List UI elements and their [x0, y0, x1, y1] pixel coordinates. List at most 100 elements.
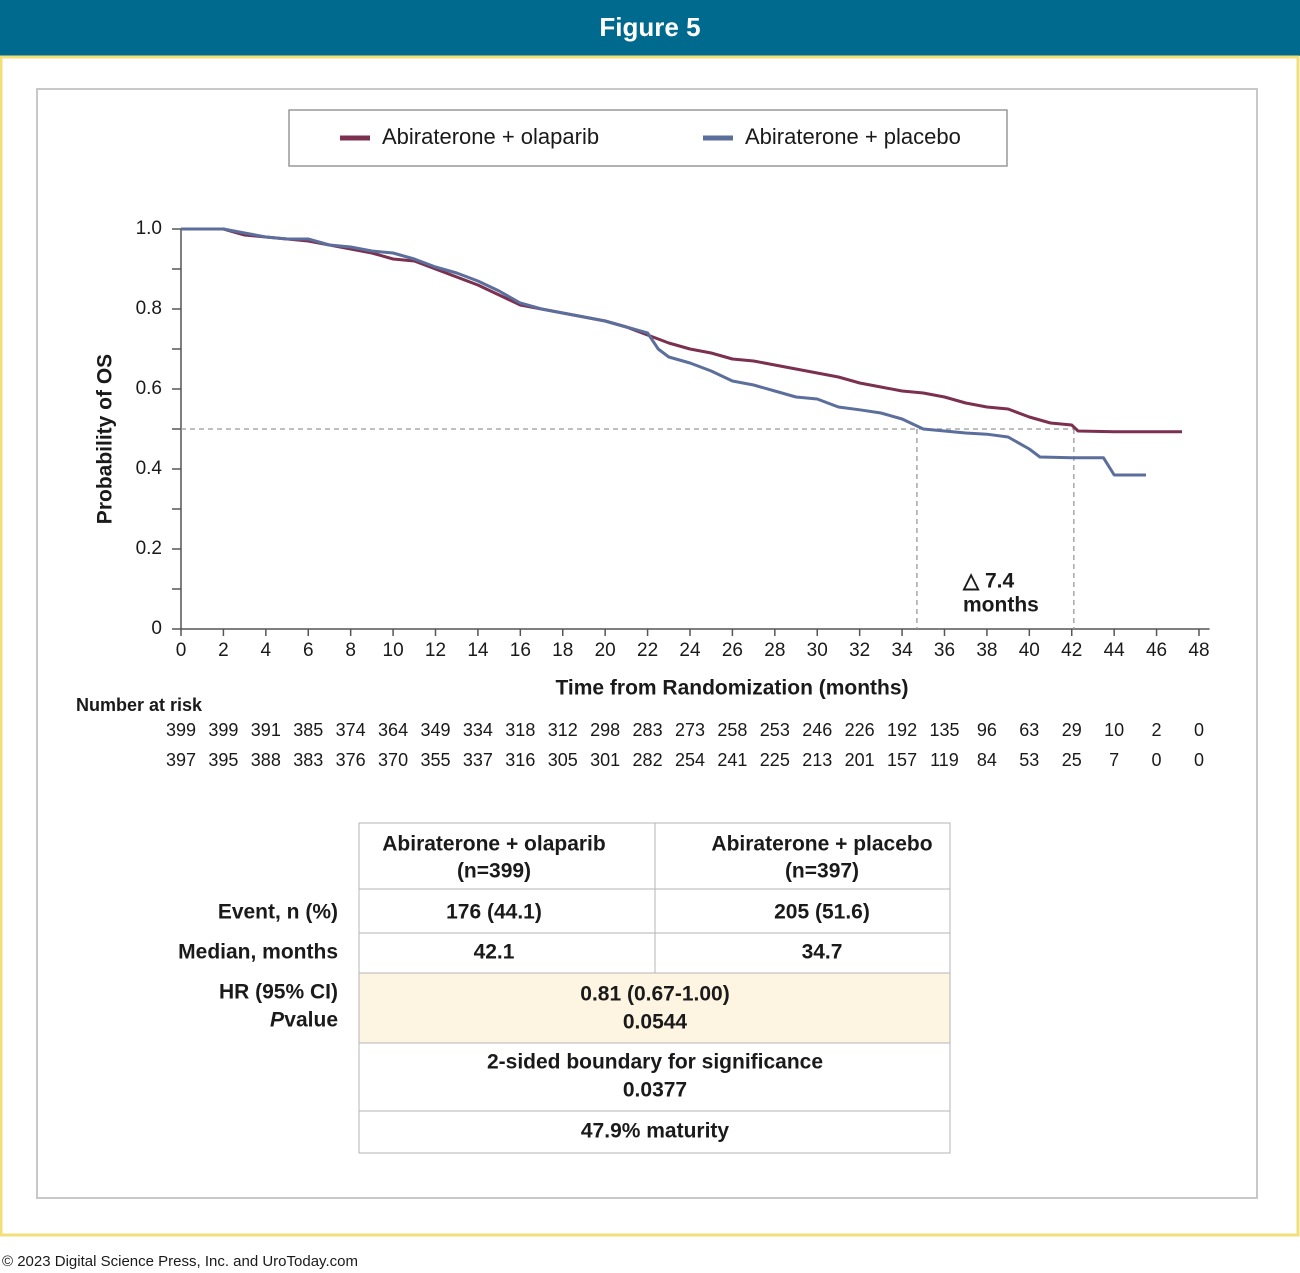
- risk-number: 399: [208, 720, 238, 740]
- y-tick-label: 1.0: [136, 218, 162, 239]
- risk-number: 96: [977, 720, 997, 740]
- cell: 176 (44.1): [446, 901, 542, 924]
- risk-number: 241: [717, 750, 747, 770]
- risk-number: 157: [887, 750, 917, 770]
- row-label: value: [284, 1009, 338, 1032]
- risk-number: 253: [760, 720, 790, 740]
- risk-number: 119: [930, 750, 959, 770]
- risk-number: 301: [590, 750, 620, 770]
- x-tick-label: 4: [261, 640, 272, 661]
- risk-number: 135: [929, 720, 959, 740]
- x-tick-label: 20: [595, 640, 616, 661]
- cell: 47.9% maturity: [581, 1120, 730, 1143]
- risk-number: 397: [166, 750, 196, 770]
- y-tick-label: 0.8: [136, 298, 162, 319]
- x-tick-label: 12: [425, 640, 446, 661]
- summary-table: Abiraterone + olaparib (n=399) Abiratero…: [178, 822, 951, 1154]
- risk-number: 334: [463, 720, 493, 740]
- cell: 2-sided boundary for significance: [487, 1051, 823, 1074]
- annotation: months: [963, 594, 1039, 617]
- x-tick-label: 46: [1146, 640, 1167, 661]
- x-tick-label: 8: [345, 640, 356, 661]
- risk-number: 370: [378, 750, 408, 770]
- row-label: HR (95% CI): [219, 981, 338, 1004]
- hr-fill: [358, 972, 951, 1044]
- risk-number: 318: [505, 720, 535, 740]
- risk-number: 298: [590, 720, 620, 740]
- risk-number: 63: [1019, 720, 1039, 740]
- x-axis-title: Time from Randomization (months): [555, 677, 908, 700]
- x-tick-label: 30: [807, 640, 828, 661]
- x-tick-label: 18: [552, 640, 573, 661]
- x-tick-label: 48: [1188, 640, 1209, 661]
- risk-number: 312: [548, 720, 578, 740]
- legend-box: [288, 109, 1008, 167]
- risk-number: 273: [675, 720, 705, 740]
- header-bar: [0, 0, 1300, 56]
- risk-number: 316: [505, 750, 535, 770]
- risk-number: 226: [845, 720, 875, 740]
- y-tick-label: 0.4: [136, 458, 163, 479]
- risk-number: 0: [1152, 750, 1162, 770]
- column-header: Abiraterone + olaparib: [382, 833, 605, 856]
- x-tick-label: 0: [176, 640, 187, 661]
- row-label: P: [270, 1009, 285, 1032]
- row-label: Event, n (%): [218, 901, 338, 924]
- risk-number: 305: [548, 750, 578, 770]
- legend-label: Abiraterone + olaparib: [382, 124, 599, 149]
- risk-number: 282: [633, 750, 663, 770]
- cell: 42.1: [474, 941, 515, 964]
- risk-number: 29: [1062, 720, 1082, 740]
- risk-number: 201: [845, 750, 875, 770]
- x-tick-label: 44: [1104, 640, 1126, 661]
- x-tick-label: 22: [637, 640, 658, 661]
- x-tick-label: 38: [976, 640, 997, 661]
- risk-number: 246: [802, 720, 832, 740]
- cell: 205 (51.6): [774, 901, 870, 924]
- survival-curve: [181, 227, 1146, 477]
- risk-number: 213: [802, 750, 832, 770]
- risk-number: 385: [293, 720, 323, 740]
- footer: © 2023 Digital Science Press, Inc. and U…: [2, 1253, 358, 1270]
- x-tick-label: 6: [303, 640, 314, 661]
- risk-number: 364: [378, 720, 408, 740]
- risk-number: 374: [336, 720, 366, 740]
- x-tick-label: 28: [764, 640, 785, 661]
- risk-number: 254: [675, 750, 705, 770]
- risk-number: 25: [1062, 750, 1082, 770]
- x-tick-label: 10: [383, 640, 404, 661]
- cell: 0.0377: [623, 1079, 687, 1102]
- y-tick-label: 0.2: [136, 538, 162, 559]
- cell: 0.81 (0.67-1.00): [580, 983, 729, 1006]
- cell: 0.0544: [623, 1011, 688, 1034]
- survival-curve: [181, 227, 1182, 434]
- risk-number: 258: [717, 720, 747, 740]
- x-tick-label: 42: [1061, 640, 1082, 661]
- x-tick-label: 36: [934, 640, 955, 661]
- risk-number: 0: [1194, 720, 1204, 740]
- row-label: Median, months: [178, 941, 338, 964]
- risk-number: 225: [760, 750, 790, 770]
- risk-number: 2: [1152, 720, 1162, 740]
- y-tick-label: 0.6: [136, 378, 162, 399]
- risk-number: 376: [336, 750, 366, 770]
- risk-number: 388: [251, 750, 281, 770]
- risk-number: 355: [420, 750, 450, 770]
- x-tick-label: 40: [1019, 640, 1040, 661]
- x-tick-label: 2: [218, 640, 229, 661]
- risk-number: 349: [420, 720, 450, 740]
- y-tick-label: 0: [151, 618, 162, 639]
- risk-number: 192: [887, 720, 917, 740]
- header-title: Figure 5: [599, 12, 700, 42]
- risk-number: 10: [1104, 720, 1124, 740]
- x-tick-label: 34: [892, 640, 914, 661]
- column-header: Abiraterone + placebo: [711, 833, 932, 856]
- legend-label: Abiraterone + placebo: [745, 124, 961, 149]
- risk-number: 53: [1019, 750, 1039, 770]
- column-header: (n=397): [785, 860, 859, 883]
- risk-number: 7: [1109, 750, 1119, 770]
- cell: 34.7: [802, 941, 843, 964]
- x-tick-label: 14: [467, 640, 489, 661]
- risk-title: Number at risk: [76, 695, 203, 715]
- risk-number: 399: [166, 720, 196, 740]
